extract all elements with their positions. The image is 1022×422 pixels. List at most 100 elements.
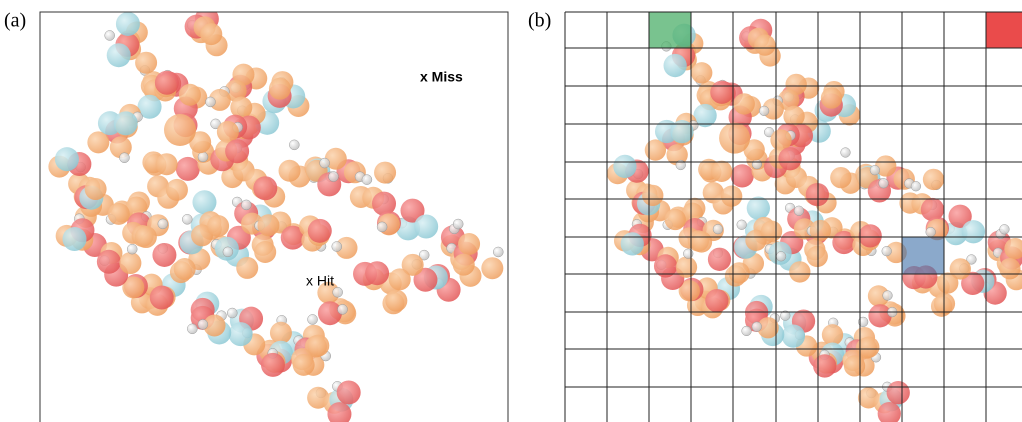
atom xyxy=(332,242,342,252)
atom xyxy=(156,153,178,175)
atom xyxy=(731,164,754,187)
atom xyxy=(821,87,842,108)
atom xyxy=(116,12,140,36)
atom xyxy=(119,153,129,163)
atom xyxy=(318,301,342,325)
atom xyxy=(759,106,769,116)
atom xyxy=(385,290,407,312)
atom xyxy=(279,160,301,182)
atom xyxy=(85,178,107,200)
atom xyxy=(254,241,276,263)
atom xyxy=(107,43,131,67)
atom xyxy=(338,304,348,314)
atom xyxy=(789,261,810,282)
atom xyxy=(841,148,851,158)
atom xyxy=(721,186,742,207)
atom xyxy=(493,247,503,257)
atom xyxy=(155,71,179,95)
atom xyxy=(241,200,251,210)
atom xyxy=(119,252,141,274)
atom xyxy=(710,81,733,104)
atom xyxy=(705,289,728,312)
atom xyxy=(752,159,762,169)
cell-red xyxy=(986,12,1022,48)
atom xyxy=(308,314,318,324)
atom xyxy=(911,181,921,191)
atom xyxy=(105,30,115,40)
atom xyxy=(97,250,121,274)
atom xyxy=(645,139,666,160)
atom xyxy=(761,221,782,242)
atom xyxy=(150,286,174,310)
atom xyxy=(734,93,755,114)
atom xyxy=(683,249,693,259)
atom xyxy=(223,247,233,257)
atom xyxy=(229,322,253,346)
atom xyxy=(752,322,762,332)
atom xyxy=(665,209,686,230)
atom xyxy=(207,215,229,237)
atom xyxy=(664,54,687,77)
atom xyxy=(187,324,197,334)
atom xyxy=(135,52,157,74)
atom xyxy=(337,380,361,404)
atom xyxy=(453,219,463,229)
atom xyxy=(198,152,208,162)
atom xyxy=(708,248,731,271)
atom xyxy=(389,268,411,290)
atom xyxy=(676,256,697,277)
atom xyxy=(883,291,893,301)
atom xyxy=(458,233,480,255)
atom xyxy=(754,34,775,55)
atom xyxy=(691,231,712,252)
atom xyxy=(414,215,438,239)
atom xyxy=(293,354,315,376)
atom xyxy=(269,78,291,100)
miss-annotation: x Miss xyxy=(420,69,463,85)
atom xyxy=(1000,224,1010,234)
atom xyxy=(613,155,636,178)
atom xyxy=(198,319,208,329)
atom xyxy=(164,114,196,146)
atom xyxy=(182,214,192,224)
atom xyxy=(830,167,851,188)
atom xyxy=(200,23,222,45)
atom xyxy=(728,262,749,283)
atom xyxy=(670,120,693,143)
atom xyxy=(166,179,188,201)
atom xyxy=(794,206,804,216)
atom xyxy=(621,232,644,255)
atom xyxy=(937,272,958,293)
atom xyxy=(127,244,137,254)
atom xyxy=(158,219,168,229)
atom xyxy=(307,335,329,357)
atom xyxy=(261,353,285,377)
atom xyxy=(257,214,279,236)
atom xyxy=(377,222,387,232)
atom xyxy=(870,165,880,175)
atom xyxy=(719,123,750,154)
atom xyxy=(481,257,503,279)
atom xyxy=(253,176,277,200)
atom xyxy=(174,258,196,280)
atom xyxy=(691,62,712,83)
atom xyxy=(747,197,770,220)
atom xyxy=(868,304,891,327)
atom xyxy=(236,257,258,279)
atom xyxy=(879,178,889,188)
panel-label: (a) xyxy=(4,10,26,32)
atom xyxy=(308,219,332,243)
hit-annotation: x Hit xyxy=(306,273,334,289)
atom xyxy=(87,131,109,153)
atom xyxy=(333,287,343,297)
atom xyxy=(114,111,138,135)
atom xyxy=(810,220,831,241)
atom xyxy=(225,139,249,163)
atom xyxy=(374,162,396,184)
atom xyxy=(192,190,216,214)
atom xyxy=(776,251,786,261)
atom xyxy=(742,326,752,336)
atom xyxy=(205,97,215,107)
atom xyxy=(329,172,339,182)
atom xyxy=(962,220,985,243)
